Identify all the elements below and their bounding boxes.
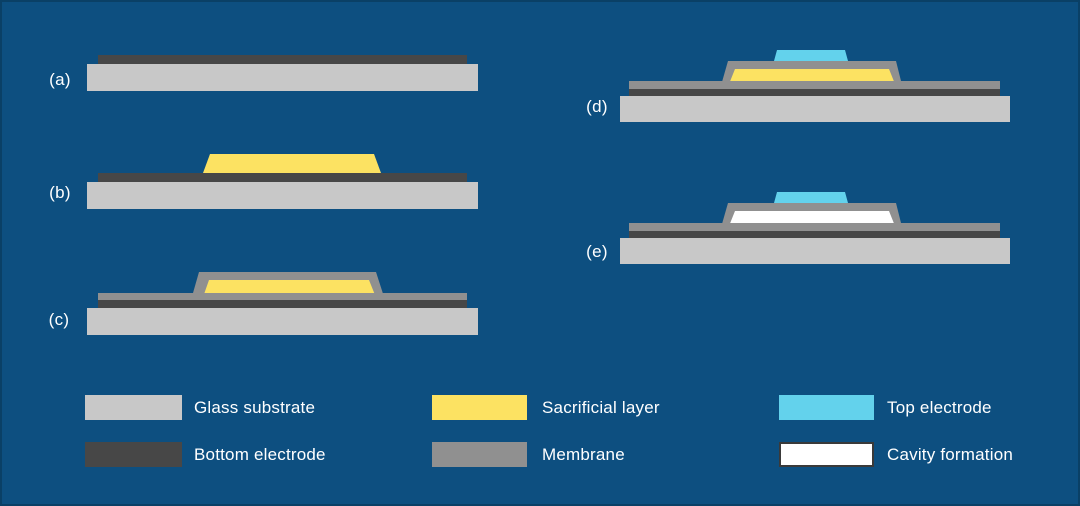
- step-d-top-electrode-layer: [774, 50, 848, 61]
- step-b-sacrificial-layer: [203, 154, 381, 173]
- step-e-top-electrode-layer: [774, 192, 848, 203]
- step-b-bottom-electrode-layer: [98, 173, 467, 182]
- step-c-glass-substrate-layer: [87, 308, 478, 335]
- legend-label-glass-substrate: Glass substrate: [194, 398, 316, 417]
- step-c-label: (c): [48, 310, 70, 329]
- step-e-bottom-electrode-layer: [629, 231, 1000, 238]
- legend-swatch-bottom-electrode: [85, 442, 182, 467]
- legend-swatch-top-electrode: [779, 395, 874, 420]
- step-e-glass-substrate-layer: [620, 238, 1010, 264]
- step-a-glass-substrate-layer: [87, 64, 478, 91]
- legend-label-top-electrode: Top electrode: [887, 398, 992, 417]
- legend-label-membrane: Membrane: [542, 445, 625, 464]
- step-d-glass-substrate-layer: [620, 96, 1010, 122]
- legend-label-sacrificial-layer: Sacrificial layer: [542, 398, 660, 417]
- legend-label-bottom-electrode: Bottom electrode: [194, 445, 326, 464]
- step-b-label: (b): [49, 183, 71, 202]
- legend-swatch-sacrificial-layer: [432, 395, 527, 420]
- step-d-membrane-strip: [629, 81, 1000, 89]
- legend-swatch-glass-substrate: [85, 395, 182, 420]
- legend-swatch-membrane: [432, 442, 527, 467]
- step-a-label: (a): [49, 70, 71, 89]
- step-c-membrane-strip: [98, 293, 467, 300]
- step-e-label: (e): [586, 242, 608, 261]
- step-d-label: (d): [586, 97, 608, 116]
- step-a-bottom-electrode-layer: [98, 55, 467, 64]
- legend-swatch-cavity-formation: [779, 442, 874, 467]
- step-b-glass-substrate-layer: [87, 182, 478, 209]
- step-e-membrane-strip: [629, 223, 1000, 231]
- step-c-bottom-electrode-layer: [98, 300, 467, 308]
- legend-label-cavity-formation: Cavity formation: [887, 445, 1014, 464]
- step-d-bottom-electrode-layer: [629, 89, 1000, 96]
